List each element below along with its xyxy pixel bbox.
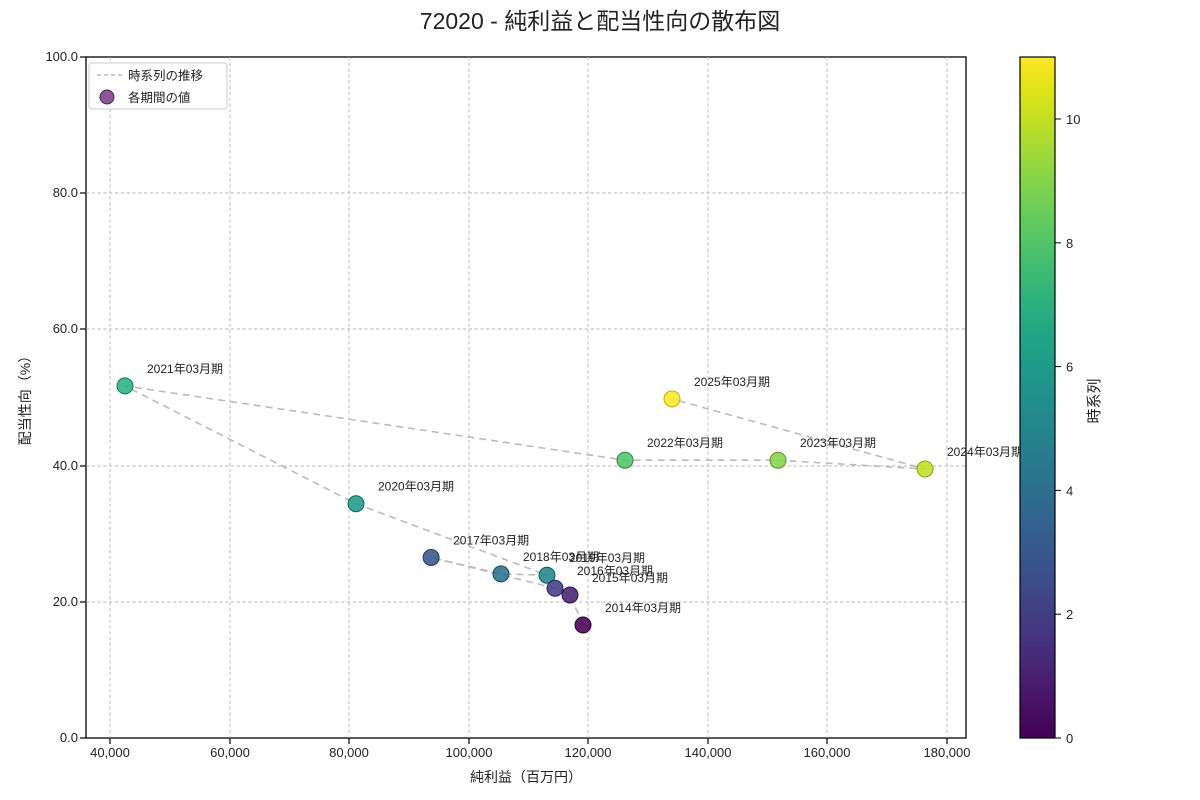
svg-text:100,000: 100,000: [446, 745, 493, 760]
svg-text:2024年03月期: 2024年03月期: [947, 445, 1023, 459]
svg-text:2020年03月期: 2020年03月期: [378, 480, 454, 494]
svg-text:各期間の値: 各期間の値: [128, 90, 191, 105]
svg-text:80.0: 80.0: [53, 185, 78, 200]
svg-text:0: 0: [1066, 731, 1073, 746]
svg-text:160,000: 160,000: [804, 745, 851, 760]
svg-text:120,000: 120,000: [565, 745, 612, 760]
svg-text:4: 4: [1066, 483, 1073, 498]
svg-text:2021年03月期: 2021年03月期: [147, 362, 223, 376]
svg-text:純利益（百万円）: 純利益（百万円）: [470, 769, 582, 785]
svg-text:140,000: 140,000: [685, 745, 732, 760]
svg-text:180,000: 180,000: [924, 745, 971, 760]
svg-text:2016年03月期: 2016年03月期: [577, 564, 653, 578]
svg-text:40.0: 40.0: [53, 458, 78, 473]
svg-text:20.0: 20.0: [53, 594, 78, 609]
svg-text:100.0: 100.0: [45, 49, 78, 64]
svg-text:60,000: 60,000: [210, 745, 250, 760]
svg-text:0.0: 0.0: [60, 730, 78, 745]
svg-text:10: 10: [1066, 112, 1080, 127]
svg-text:2025年03月期: 2025年03月期: [694, 375, 770, 389]
svg-text:2019年03月期: 2019年03月期: [569, 551, 645, 565]
svg-text:2: 2: [1066, 607, 1073, 622]
svg-text:2014年03月期: 2014年03月期: [605, 601, 681, 615]
svg-text:80,000: 80,000: [329, 745, 369, 760]
svg-text:40,000: 40,000: [90, 745, 130, 760]
svg-text:8: 8: [1066, 236, 1073, 251]
svg-text:時系列: 時系列: [1086, 378, 1103, 423]
svg-text:60.0: 60.0: [53, 321, 78, 336]
svg-text:2023年03月期: 2023年03月期: [800, 436, 876, 450]
svg-text:2022年03月期: 2022年03月期: [647, 436, 723, 450]
svg-text:配当性向（%）: 配当性向（%）: [17, 349, 33, 445]
svg-text:時系列の推移: 時系列の推移: [128, 69, 203, 83]
svg-text:2017年03月期: 2017年03月期: [453, 534, 529, 548]
svg-text:6: 6: [1066, 360, 1073, 375]
